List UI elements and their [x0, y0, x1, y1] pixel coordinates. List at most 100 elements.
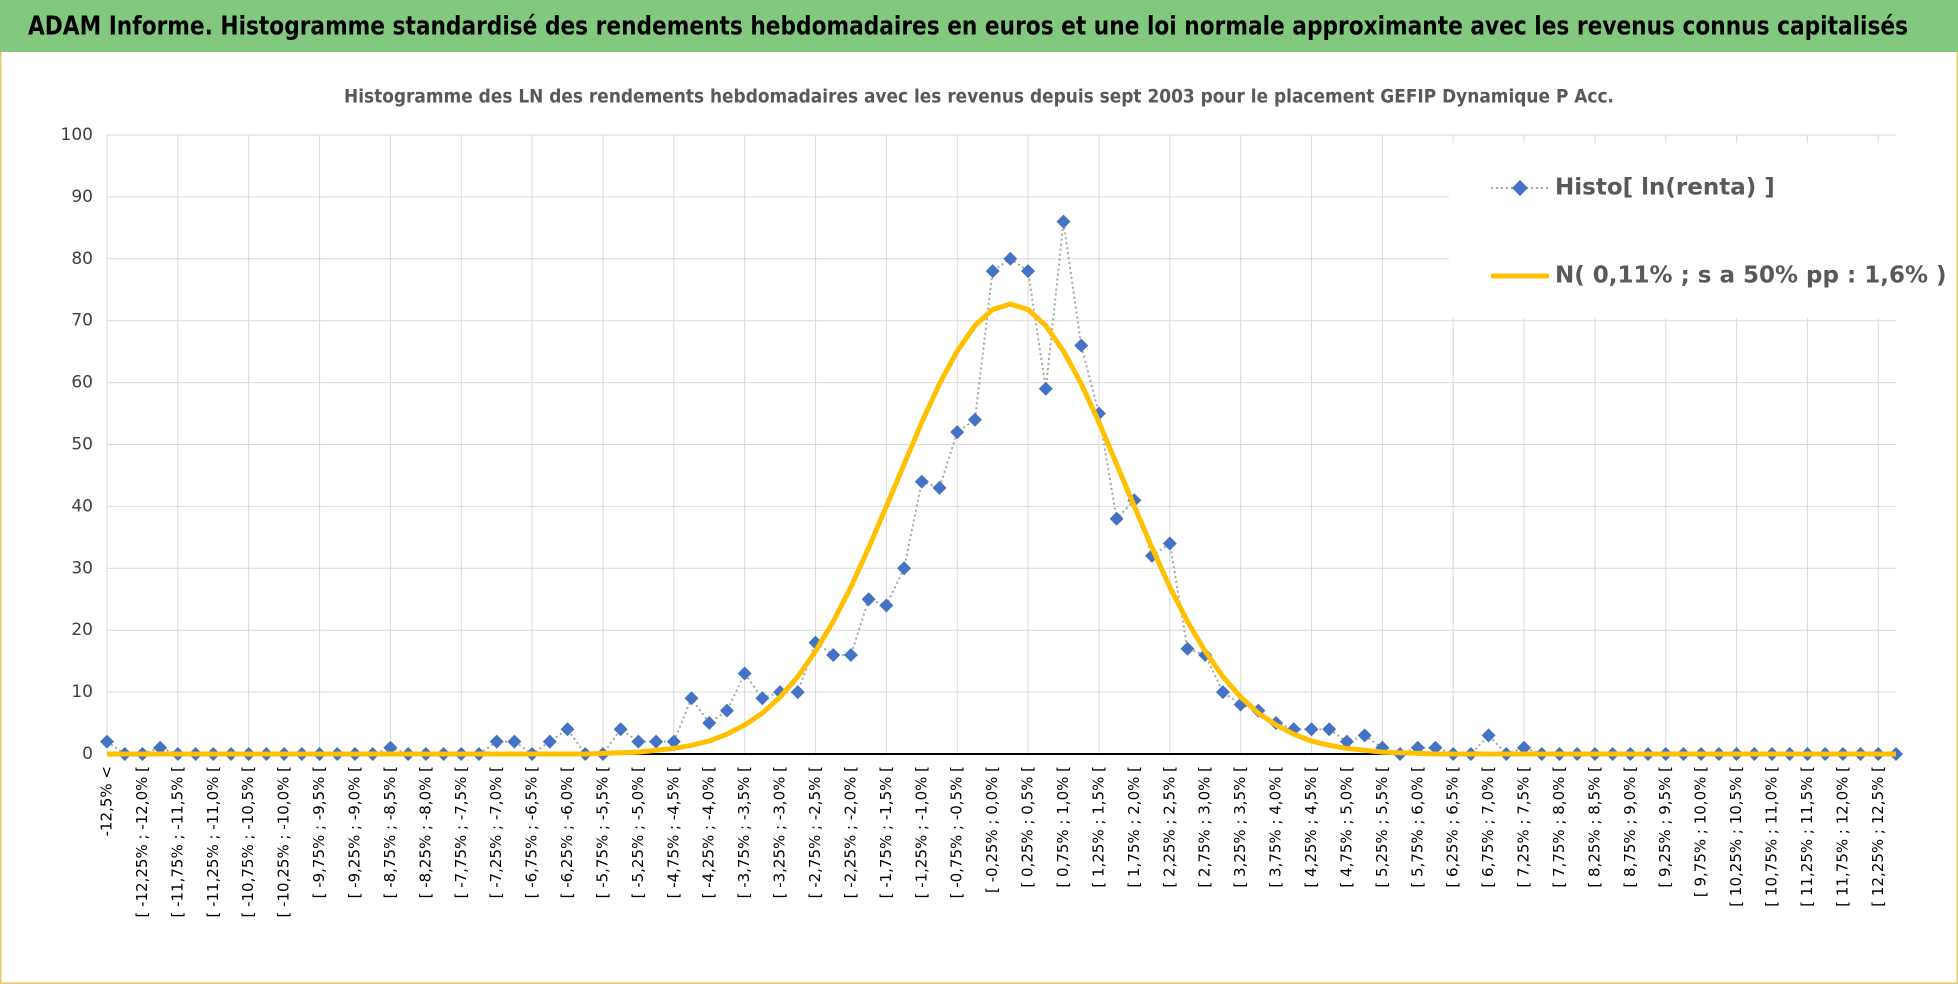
histo-marker	[631, 734, 646, 749]
histo-marker	[1074, 338, 1089, 353]
x-tick-label: [ 7,25% ; 7,5% [	[1515, 766, 1533, 888]
x-tick-label: [ -0,25% ; 0,0% [	[983, 766, 1001, 893]
histo-marker	[1162, 536, 1177, 551]
histo-marker	[1428, 740, 1443, 755]
y-tick-label: 100	[61, 125, 93, 145]
x-tick-label: [ 7,75% ; 8,0% [	[1550, 766, 1568, 888]
x-tick-label: [ 1,75% ; 2,0% [	[1125, 766, 1143, 888]
histo-marker	[383, 740, 398, 755]
histo-marker	[1357, 728, 1372, 743]
x-tick-label: [ 8,25% ; 8,5% [	[1585, 766, 1603, 888]
histo-marker	[489, 734, 504, 749]
histo-marker	[843, 647, 858, 662]
chart-title: Histogramme des LN des rendements hebdom…	[344, 86, 1614, 108]
x-tick-label: [ 4,25% ; 4,5% [	[1302, 766, 1320, 888]
histo-marker	[507, 734, 522, 749]
histo-marker	[542, 734, 557, 749]
x-tick-label: [ -9,75% ; -9,5% [	[310, 766, 328, 898]
x-tick-label: [ -9,25% ; -9,0% [	[345, 766, 363, 898]
x-tick-label: [ -10,25% ; -10,0% [	[275, 766, 293, 918]
y-tick-label: 80	[71, 249, 93, 269]
legend-label: N( 0,11% ; s a 50% pp : 1,6% )	[1555, 263, 1947, 289]
x-tick-label: [ 2,25% ; 2,5% [	[1160, 766, 1178, 888]
x-tick-label: [ -6,25% ; -6,0% [	[558, 766, 576, 898]
x-tick-label: [ -4,75% ; -4,5% [	[664, 766, 682, 898]
histo-marker	[560, 722, 575, 737]
y-tick-label: 50	[71, 435, 93, 455]
histo-marker	[1038, 381, 1053, 396]
x-tick-label: [ 6,25% ; 6,5% [	[1444, 766, 1462, 888]
histo-marker	[914, 474, 929, 489]
histo-marker	[790, 685, 805, 700]
histo-marker	[1056, 214, 1071, 229]
histo-marker	[1021, 264, 1036, 279]
x-tick-label: [ -1,75% ; -1,5% [	[877, 766, 895, 898]
y-tick-label: 90	[71, 187, 93, 207]
histo-marker	[985, 264, 1000, 279]
header-title: ADAM Informe. Histogramme standardisé de…	[28, 12, 1908, 42]
header-bar	[0, 0, 1958, 52]
histo-marker	[100, 734, 114, 749]
x-tick-label: [ -1,25% ; -1,0% [	[912, 766, 930, 898]
y-tick-label: 10	[71, 682, 93, 702]
x-tick-label: [ 10,25% ; 10,5% [	[1727, 766, 1745, 907]
histo-marker	[1180, 641, 1195, 656]
histo-marker	[1109, 511, 1124, 526]
x-tick-label: [ 10,75% ; 11,0% [	[1763, 766, 1781, 907]
x-tick-label: [ 11,75% ; 12,0% [	[1833, 766, 1851, 907]
histo-marker	[861, 592, 876, 607]
histo-marker	[1003, 251, 1018, 266]
histo-marker	[826, 647, 841, 662]
x-tick-label: [ 4,75% ; 5,0% [	[1337, 766, 1355, 888]
x-tick-label: [ 11,25% ; 11,5% [	[1798, 766, 1816, 907]
histo-marker	[719, 703, 734, 718]
x-tick-label: [ 6,75% ; 7,0% [	[1479, 766, 1497, 888]
histo-marker	[1339, 734, 1354, 749]
x-tick-label: [ -5,25% ; -5,0% [	[629, 766, 647, 898]
x-tick-label: [ -4,25% ; -4,0% [	[700, 766, 718, 898]
x-tick-label: [ 0,75% ; 1,0% [	[1054, 766, 1072, 888]
x-tick-label: [ 1,25% ; 1,5% [	[1089, 766, 1107, 888]
x-tick-label: [ -2,75% ; -2,5% [	[806, 766, 824, 898]
x-tick-label: [ -3,75% ; -3,5% [	[735, 766, 753, 898]
histo-marker	[1215, 685, 1230, 700]
legend-label: Histo[ ln(renta) ]	[1555, 175, 1775, 201]
histo-marker	[649, 734, 664, 749]
histo-marker	[950, 425, 965, 440]
x-tick-label: [ -11,25% ; -11,0% [	[204, 766, 222, 918]
x-tick-label: -12,5% <	[98, 766, 116, 836]
x-tick-label: [ 9,75% ; 10,0% [	[1692, 766, 1710, 897]
histo-marker	[666, 734, 681, 749]
y-tick-label: 30	[71, 558, 93, 578]
histo-marker	[153, 740, 168, 755]
x-tick-label: [ -8,25% ; -8,0% [	[416, 766, 434, 898]
x-tick-label: [ 3,75% ; 4,0% [	[1267, 766, 1285, 888]
histo-marker	[755, 691, 770, 706]
histo-marker	[702, 716, 717, 731]
y-tick-label: 60	[71, 373, 93, 393]
histo-marker	[897, 561, 912, 576]
x-tick-label: [ -3,25% ; -3,0% [	[771, 766, 789, 898]
x-tick-label: [ -8,75% ; -8,5% [	[381, 766, 399, 898]
histo-marker	[967, 412, 982, 427]
x-tick-label: [ -2,25% ; -2,0% [	[841, 766, 859, 898]
x-tick-label: [ -0,75% ; -0,5% [	[948, 766, 966, 898]
histo-marker	[932, 480, 947, 495]
x-tick-label: [ 9,25% ; 9,5% [	[1656, 766, 1674, 888]
x-tick-label: [ -12,25% ; -12,0% [	[133, 766, 151, 918]
histo-marker	[879, 598, 894, 613]
x-tick-label: [ 3,25% ; 3,5% [	[1231, 766, 1249, 888]
legend-box	[1449, 143, 1896, 318]
y-tick-label: 40	[71, 496, 93, 516]
x-tick-label: [ 2,75% ; 3,0% [	[1196, 766, 1214, 888]
x-tick-label: [ 5,75% ; 6,0% [	[1408, 766, 1426, 888]
x-tick-label: [ -7,75% ; -7,5% [	[452, 766, 470, 898]
x-tick-label: [ 5,25% ; 5,5% [	[1373, 766, 1391, 888]
normal-curve	[107, 301, 1896, 757]
x-tick-label: [ 0,25% ; 0,5% [	[1019, 766, 1037, 888]
legend-marker	[1512, 180, 1528, 196]
x-tick-label: [ 12,25% ; 12,5% [	[1869, 766, 1887, 907]
histo-marker	[613, 722, 628, 737]
